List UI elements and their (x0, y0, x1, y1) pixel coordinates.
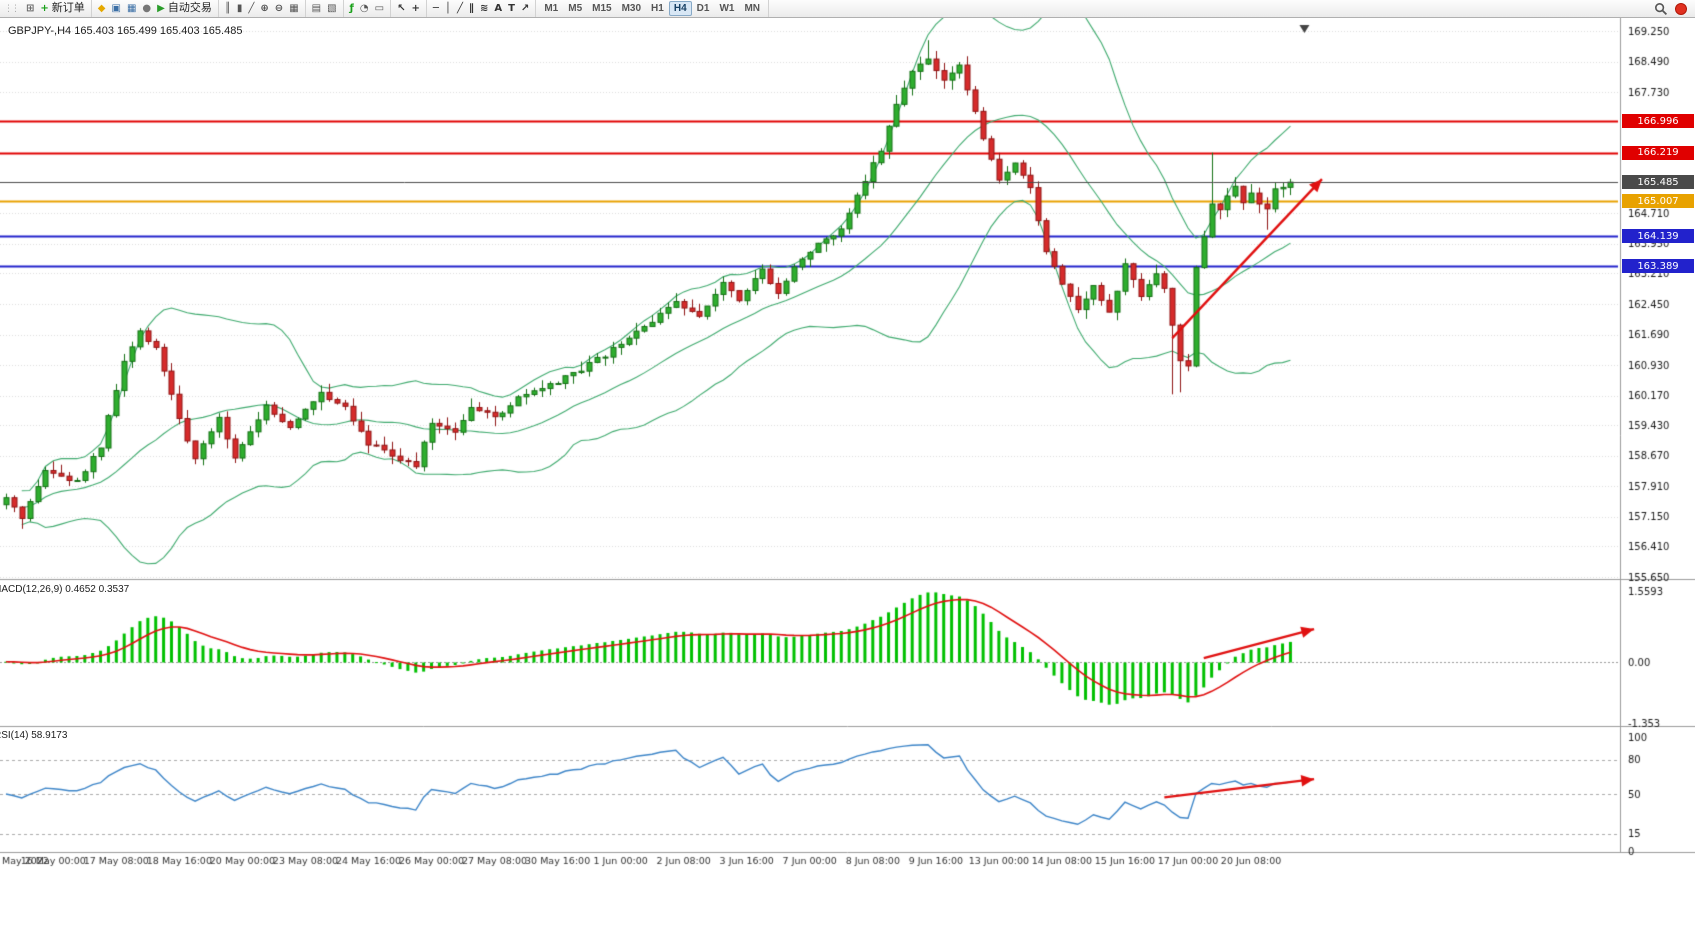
autotrading-button: ▶ (157, 3, 165, 14)
label-icon[interactable]: T (505, 1, 518, 16)
chart-area: GBPJPY-,H4 165.403 165.499 165.403 165.4… (0, 18, 1695, 943)
support-icon: ● (142, 3, 152, 14)
charts-icon: ▦ (126, 3, 137, 14)
timeframe-d1-button[interactable]: D1 (696, 3, 710, 14)
timeframe-group: M1 M5 M15 M30 H1 H4 D1 W1 MN (536, 0, 769, 17)
toolbar-group: ▤ ▧ (306, 0, 344, 17)
support-icon[interactable]: ● (139, 1, 154, 16)
label-icon: T (508, 3, 515, 14)
new-window-icon: ⊞ (26, 3, 35, 14)
zoom-out-icon[interactable]: ⊖ (272, 1, 286, 16)
arrange-windows-icon: ▤ (311, 3, 322, 14)
bar-chart-icon: ║ (224, 3, 231, 14)
toolbar-group: ─ │ ╱ ∥ ≋ A T ↗ (427, 0, 537, 17)
timeframe-m15-button[interactable]: M15 (592, 3, 612, 14)
cursor-icon: ↖ (397, 3, 406, 14)
toolbar-grip[interactable]: ⋮⋮ (4, 3, 20, 13)
notification-badge[interactable] (1675, 2, 1687, 15)
charts-icon[interactable]: ▦ (124, 1, 139, 16)
periods-icon[interactable]: ◔ (357, 1, 372, 16)
trendline-icon[interactable]: ╱ (454, 1, 466, 16)
trendline-icon: ╱ (456, 3, 463, 14)
cascade-windows-icon: ▧ (327, 3, 337, 14)
zoom-out-icon: ⊖ (274, 3, 284, 14)
timeframe-m5-button[interactable]: M5 (568, 3, 583, 14)
new-window-icon[interactable]: ⊞ (23, 1, 37, 16)
periods-icon: ◔ (359, 3, 369, 14)
profiles-icon[interactable]: ▣ (108, 1, 123, 16)
price-level-badge-support-1[interactable]: 164.139 (1622, 229, 1694, 244)
price-level-badge-resistance-1[interactable]: 166.996 (1622, 114, 1694, 129)
cascade-windows-icon[interactable]: ▧ (324, 1, 339, 16)
channel-icon[interactable]: ∥ (466, 1, 477, 16)
indicators-icon: ƒ (349, 3, 354, 14)
toolbar-group: ƒ ◔ ▭ (344, 0, 392, 17)
timeframe-mn-button[interactable]: MN (744, 3, 760, 14)
horizontal-line-icon: ─ (432, 3, 439, 14)
crosshair-icon[interactable]: + (408, 1, 422, 16)
timeframe-h4-button[interactable]: H4 (668, 1, 692, 16)
rsi-label: RSI(14) 58.9173 (0, 730, 68, 741)
zoom-in-icon: ⊕ (260, 3, 269, 14)
symbol-ohlc-label: GBPJPY-,H4 165.403 165.499 165.403 165.4… (8, 25, 243, 37)
crosshair-icon: + (411, 3, 420, 14)
lightning-icon[interactable]: ◆ (95, 1, 109, 16)
tile-windows-icon[interactable]: ▦ (286, 1, 301, 16)
channel-icon: ∥ (468, 3, 474, 14)
line-chart-icon[interactable]: ╱ (245, 1, 257, 16)
indicators-icon[interactable]: ƒ (347, 1, 357, 16)
timeframe-m1-button[interactable]: M1 (544, 3, 559, 14)
toolbar-groups: ⊞ + 新订单 ◆ ▣ ▦ ● ▶ 自动交易 ║ ▮ ╱ ⊕ ⊖ ▦ ▤ ▧ ƒ ◔ ▭ ↖ + ─ │ ╱ ∥ ≋ A T ↗ (20, 0, 537, 17)
chart-canvas[interactable] (0, 18, 1695, 943)
toolbar-group: ⊞ + 新订单 (20, 0, 92, 17)
price-level-badge-support-2[interactable]: 163.389 (1622, 259, 1694, 274)
arrange-windows-icon[interactable]: ▤ (309, 1, 324, 16)
horizontal-line-icon[interactable]: ─ (430, 1, 442, 16)
autotrading-button[interactable]: ▶ 自动交易 (154, 1, 215, 16)
main-toolbar: ⋮⋮ ⊞ + 新订单 ◆ ▣ ▦ ● ▶ 自动交易 ║ ▮ ╱ ⊕ ⊖ ▦ ▤ ▧ ƒ ◔ ▭ ↖ + ─ │ ╱ ∥ ≋ A T ↗ M… (0, 0, 1695, 18)
lightning-icon: ◆ (97, 3, 106, 14)
zoom-in-icon[interactable]: ⊕ (257, 1, 271, 16)
candlestick-chart-icon[interactable]: ▮ (234, 1, 246, 16)
macd-label: MACD(12,26,9) 0.4652 0.3537 (0, 584, 130, 595)
fibonacci-icon[interactable]: ≋ (477, 1, 491, 16)
timeframe-h1-button[interactable]: H1 (651, 3, 664, 14)
line-chart-icon: ╱ (248, 3, 255, 14)
timeframe-w1-button[interactable]: W1 (719, 3, 735, 14)
profiles-icon: ▣ (111, 3, 121, 14)
search-icon[interactable] (1654, 2, 1668, 16)
vertical-line-icon[interactable]: │ (442, 1, 454, 16)
price-level-badge-resistance-2[interactable]: 166.219 (1622, 145, 1694, 160)
new-order-button-label: 新订单 (51, 2, 85, 14)
toolbar-group: ↖ + (391, 0, 427, 17)
vertical-line-icon: │ (444, 3, 451, 14)
new-order-button[interactable]: + 新订单 (37, 1, 87, 16)
cursor-icon[interactable]: ↖ (394, 1, 408, 16)
fibonacci-icon: ≋ (479, 3, 489, 14)
candlestick-chart-icon: ▮ (236, 3, 243, 14)
new-order-button: + (40, 3, 49, 14)
bar-chart-icon[interactable]: ║ (222, 1, 234, 16)
templates-icon[interactable]: ▭ (372, 1, 387, 16)
toolbar-group: ◆ ▣ ▦ ● ▶ 自动交易 (92, 0, 219, 17)
arrows-icon: ↗ (520, 3, 530, 14)
text-icon[interactable]: A (491, 1, 505, 16)
price-level-badge-pivot[interactable]: 165.007 (1622, 194, 1694, 209)
current-price-badge[interactable]: 165.485 (1622, 175, 1694, 190)
toolbar-right (1654, 2, 1693, 16)
tile-windows-icon: ▦ (289, 3, 299, 14)
templates-icon: ▭ (374, 3, 385, 14)
text-icon: A (494, 3, 503, 14)
toolbar-group: ║ ▮ ╱ ⊕ ⊖ ▦ (219, 0, 306, 17)
timeframe-m30-button[interactable]: M30 (621, 3, 642, 14)
arrows-icon[interactable]: ↗ (518, 1, 532, 16)
autotrading-button-label: 自动交易 (167, 2, 212, 14)
